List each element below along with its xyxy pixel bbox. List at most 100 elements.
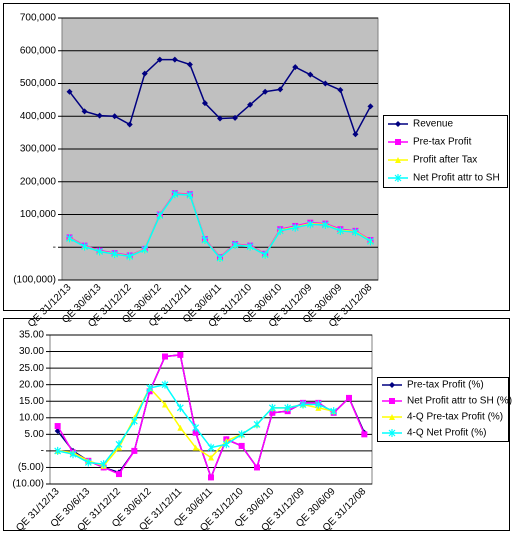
marker [208,454,214,461]
marker [177,424,184,431]
marker [192,444,199,451]
marker [389,398,395,404]
marker [388,429,396,437]
marker [201,100,208,107]
y-tick-label: (100,000) [13,275,56,286]
marker [156,211,164,220]
marker [231,240,239,249]
y-tick-label: 10.00 [19,412,44,423]
marker [276,226,284,235]
marker [394,174,402,182]
marker [131,447,138,454]
marker [201,236,209,245]
y-tick-label: 600,000 [20,45,57,56]
marker [395,139,401,145]
marker [141,245,149,254]
marker [156,56,163,63]
marker [367,103,374,110]
marker [171,190,179,199]
marker [306,220,314,229]
marker [81,242,88,251]
marker [247,101,254,108]
marker [352,131,359,138]
marker [162,401,168,408]
marker [395,121,401,127]
legend-label: Net Profit attr to SH [413,173,500,184]
marker [367,237,374,246]
y-tick-label: (5.00) [18,462,44,473]
marker [192,429,199,436]
marker [176,403,184,412]
y-tick-label: - [53,242,56,253]
y-tick-label: - [41,446,44,457]
marker [111,113,118,120]
marker [81,108,88,115]
marker [162,353,168,360]
marker [84,458,92,467]
marker [238,430,246,439]
marker [292,64,299,71]
marker [69,450,77,459]
marker [207,443,215,452]
marker [322,80,329,87]
marker [361,431,368,438]
marker [217,115,223,122]
marker [389,382,395,388]
y-tick-label: 35.00 [19,330,44,341]
legend-box [377,377,509,442]
marker [100,460,108,469]
marker [186,191,194,200]
marker [161,380,169,389]
marker [314,400,322,409]
y-tick-label: 100,000 [20,209,57,220]
marker [284,403,292,412]
y-tick-label: (10.00) [12,479,44,490]
y-tick-label: 500,000 [20,78,57,89]
marker [395,157,401,163]
marker [186,61,193,68]
marker [141,70,148,77]
marker [171,56,178,63]
y-tick-label: 30.00 [19,346,44,357]
marker [222,440,230,449]
marker [307,71,314,78]
y-tick-label: 5.00 [25,429,45,440]
marker [262,88,269,95]
marker [111,250,119,259]
marker [130,417,138,426]
marker [96,247,104,256]
legend-box [383,115,508,188]
marker [389,414,395,420]
marker [54,423,61,430]
marker [330,407,338,416]
marker [299,400,307,409]
marker [336,226,344,235]
y-tick-label: 700,000 [20,13,57,24]
marker [192,423,200,432]
marker [337,87,344,94]
marker [126,121,133,128]
legend-label: Profit after Tax [413,155,477,166]
marker [66,88,73,95]
y-tick-label: 200,000 [20,176,57,187]
marker [277,86,284,93]
marker [253,420,261,429]
legend-label: Revenue [413,119,453,130]
marker [291,223,299,232]
y-tick-label: 15.00 [19,396,44,407]
marker [254,464,260,471]
y-tick-label: 300,000 [20,144,57,155]
marker [346,394,352,401]
marker [216,254,224,263]
y-tick-label: 25.00 [19,363,44,374]
marker [246,242,254,251]
legend-label: 4-Q Pre-tax Profit (%) [407,412,503,423]
marker [96,112,103,119]
marker [177,351,184,358]
marker [66,234,73,243]
marker [54,446,62,455]
marker [126,252,134,261]
marker [208,474,214,481]
marker [232,114,239,121]
